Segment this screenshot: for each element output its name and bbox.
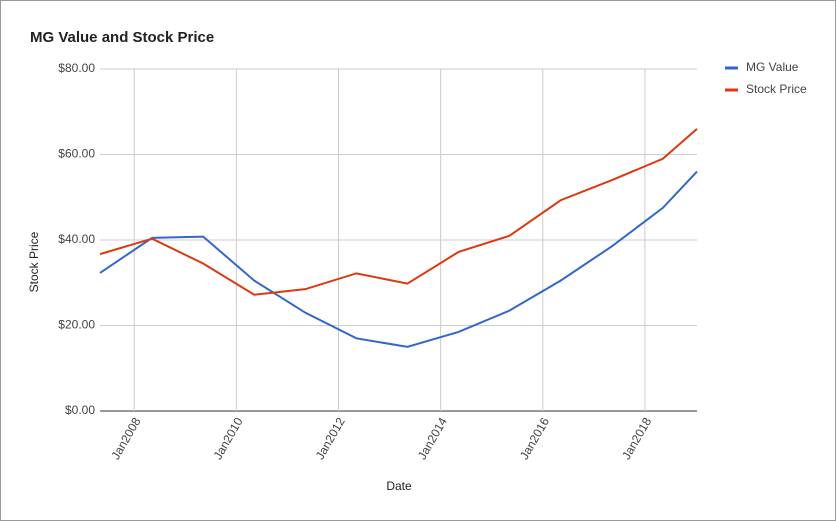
series-line bbox=[99, 170, 698, 348]
series-line bbox=[99, 128, 698, 296]
y-tick-label: $20.00 bbox=[58, 318, 95, 332]
y-tick-label: $40.00 bbox=[58, 232, 95, 246]
y-tick-label: $60.00 bbox=[58, 147, 95, 161]
legend-label: Stock Price bbox=[746, 82, 807, 96]
y-tick-label: $0.00 bbox=[65, 403, 95, 417]
x-axis-title: Date bbox=[386, 479, 412, 493]
chart-title: MG Value and Stock Price bbox=[30, 29, 214, 46]
y-axis-title: Stock Price bbox=[27, 231, 41, 292]
legend-label: MG Value bbox=[746, 60, 799, 74]
y-tick-label: $80.00 bbox=[58, 61, 95, 75]
